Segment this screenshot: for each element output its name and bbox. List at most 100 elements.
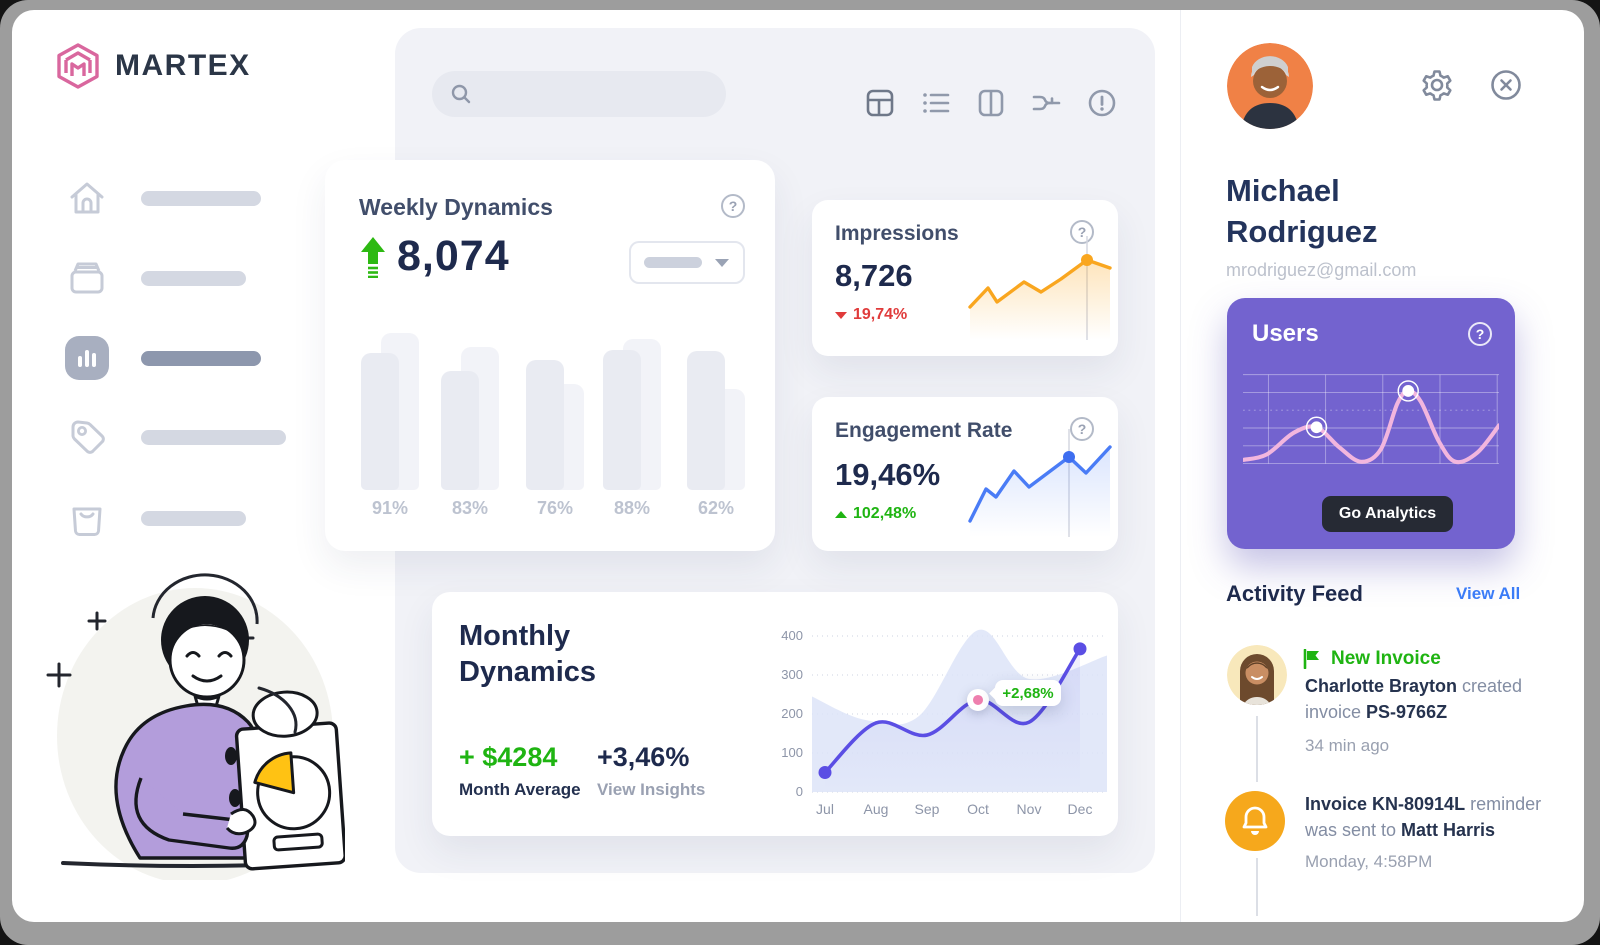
sidebar-item-home[interactable] — [65, 176, 261, 220]
sidebar-item-tag[interactable] — [65, 415, 286, 459]
svg-text:100: 100 — [781, 745, 803, 760]
sidebar-item-bar-chart[interactable] — [65, 336, 261, 380]
monthly-title: Monthly Dynamics — [459, 620, 597, 688]
help-icon[interactable]: ? — [1468, 322, 1492, 346]
engagement-rate-card: Engagement Rate ? 19,46% 102,48% — [812, 397, 1118, 551]
weekly-bar-label: 62% — [697, 498, 735, 518]
shopping-bag-icon — [72, 507, 102, 537]
list-icon[interactable] — [921, 88, 951, 118]
avatar-woman-photo — [1227, 645, 1287, 705]
home-icon — [70, 182, 104, 214]
brand-name: MARTEX — [115, 49, 251, 82]
feed-avatar[interactable] — [1227, 645, 1287, 705]
weekly-bar-label: 88% — [613, 498, 651, 518]
profile-panel — [1180, 10, 1584, 922]
period-select[interactable] — [629, 241, 745, 284]
profile-avatar[interactable] — [1227, 43, 1313, 129]
weekly-bar-front — [526, 360, 564, 490]
view-insights-link[interactable]: View Insights — [597, 780, 706, 799]
analytics-illustration — [46, 573, 345, 880]
search-bar[interactable] — [432, 71, 726, 117]
feed-connector-line — [1256, 858, 1258, 916]
reminder-badge — [1225, 791, 1285, 851]
engagement-sparkline — [968, 429, 1112, 537]
columns-icon[interactable] — [976, 88, 1006, 118]
users-title: Users — [1252, 320, 1319, 347]
monthly-line-chart: 0 100 200 300 400 Jul Aug Sep Oct Nov Dec — [781, 628, 1107, 817]
svg-text:Aug: Aug — [864, 801, 889, 817]
app-window: MARTEX — [12, 10, 1584, 922]
search-icon — [451, 84, 471, 104]
users-card: Users ? Go Analytics — [1227, 298, 1515, 549]
merge-icon[interactable] — [1031, 88, 1061, 118]
svg-text:200: 200 — [781, 706, 803, 721]
avatar-man-photo — [1227, 43, 1313, 129]
users-line-chart — [1243, 374, 1499, 465]
feed-text[interactable]: Charlotte Brayton created — [1305, 676, 1523, 696]
active-nav-tile — [65, 336, 109, 380]
triangle-up-icon — [835, 510, 847, 518]
svg-text:300: 300 — [781, 667, 803, 682]
weekly-dynamics-card: Weekly Dynamics ? 8,074 91% 83% 76% 88% 62% — [325, 160, 775, 551]
sidebar-item-archive-box[interactable] — [65, 256, 246, 300]
feed-connector-line — [1256, 716, 1258, 782]
weekly-bar-chart: 91% 83% 76% 88% 62% — [325, 320, 775, 551]
feed-timestamp: 34 min ago — [1305, 736, 1390, 755]
alert-circle-icon[interactable] — [1087, 88, 1117, 118]
help-icon[interactable]: ? — [1070, 417, 1094, 441]
help-icon[interactable]: ? — [1070, 220, 1094, 244]
impressions-delta: 19,74% — [835, 306, 907, 324]
feed-text[interactable]: Invoice KN-80914L reminder — [1305, 794, 1542, 814]
sidebar-item-shopping-bag[interactable] — [65, 496, 246, 540]
svg-text:Oct: Oct — [967, 801, 989, 817]
chevron-down-icon — [715, 258, 729, 267]
svg-text:Jul: Jul — [816, 801, 834, 817]
nav-label-placeholder — [141, 270, 246, 286]
search-input[interactable] — [482, 85, 712, 103]
weekly-bar-front — [687, 351, 725, 490]
help-icon[interactable]: ? — [721, 194, 745, 218]
view-all-link[interactable]: View All — [1456, 584, 1521, 603]
tag-icon — [71, 420, 105, 454]
nav-label-placeholder — [141, 429, 286, 445]
arrow-up-green-icon — [361, 236, 385, 278]
svg-text:0: 0 — [796, 784, 803, 799]
bar-chart-icon — [78, 350, 96, 367]
martex-hexagon-logo — [57, 43, 99, 89]
engagement-title: Engagement Rate — [835, 419, 1013, 442]
impressions-value: 8,726 — [835, 258, 913, 293]
feed-text[interactable]: invoice PS-9766Z — [1305, 702, 1448, 722]
weekly-bar-front — [603, 350, 641, 490]
bell-icon — [1242, 806, 1268, 835]
weekly-value: 8,074 — [397, 232, 510, 280]
activity-feed-title: Activity Feed — [1226, 581, 1363, 606]
period-placeholder — [644, 257, 702, 268]
svg-text:Dec: Dec — [1068, 801, 1093, 817]
close-icon[interactable] — [1490, 69, 1522, 101]
nav-label-placeholder — [141, 190, 261, 206]
nav-label-placeholder — [141, 350, 261, 366]
month-average-value: + $4284 — [459, 742, 558, 772]
brand-logo[interactable]: MARTEX — [55, 42, 251, 90]
weekly-bar-label: 91% — [371, 498, 409, 518]
profile-name: Michael Rodriguez — [1226, 173, 1378, 249]
feed-text[interactable]: was sent to Matt Harris — [1305, 820, 1496, 840]
weekly-bar-label: 83% — [451, 498, 489, 518]
svg-text:400: 400 — [781, 628, 803, 643]
go-analytics-button[interactable]: Go Analytics — [1322, 496, 1453, 532]
svg-text:Sep: Sep — [915, 801, 940, 817]
weekly-title: Weekly Dynamics — [359, 194, 553, 220]
engagement-delta: 102,48% — [835, 505, 916, 523]
flag-icon — [1303, 649, 1319, 669]
table-layout-icon[interactable] — [865, 88, 895, 118]
insights-value: +3,46% — [597, 742, 690, 772]
feed-badge: New Invoice — [1303, 648, 1441, 670]
profile-email: mrodriguez@gmail.com — [1226, 260, 1417, 280]
engagement-value: 19,46% — [835, 457, 941, 492]
monthly-dynamics-card: Monthly Dynamics + $4284 Month Average +… — [432, 592, 1118, 836]
archive-box-icon — [70, 262, 104, 294]
nav-label-placeholder — [141, 510, 246, 526]
settings-gear-icon[interactable] — [1420, 68, 1454, 102]
weekly-bar-front — [361, 353, 399, 490]
feed-timestamp: Monday, 4:58PM — [1305, 852, 1433, 871]
